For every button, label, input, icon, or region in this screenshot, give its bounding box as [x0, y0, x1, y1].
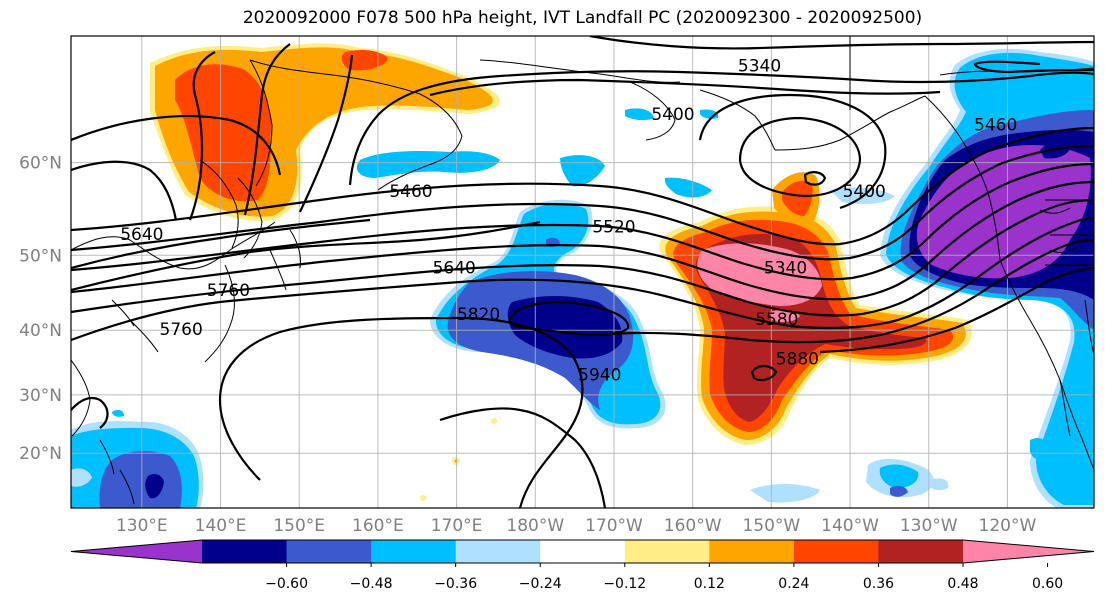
lon-label: 130°W	[900, 516, 958, 536]
lon-label: 180°W	[506, 516, 564, 536]
lon-label: 140°W	[821, 516, 879, 536]
lon-label: 140°E	[195, 516, 247, 536]
lat-label: 30°N	[19, 386, 62, 406]
colorbar-tick-label: 0.36	[863, 576, 894, 592]
colorbar-tick-label: −0.60	[265, 576, 308, 592]
contour-label: 5640	[120, 225, 163, 245]
contour-label: 5400	[843, 182, 886, 202]
ivt-negative-northeast	[880, 48, 1094, 508]
map-content	[71, 36, 1094, 508]
contour-label: 5820	[457, 305, 500, 325]
colorbar-outline	[70, 539, 1095, 564]
contour-label: 5760	[207, 281, 250, 301]
plot-frame	[70, 35, 1095, 509]
contour-label: 5340	[764, 258, 807, 278]
colorbar-segment	[624, 540, 710, 563]
colorbar-tick-label: −0.24	[519, 576, 562, 592]
longitude-labels: 130°E 140°E 150°E 160°E 170°E 180°W 170°W 160°W…	[116, 516, 1037, 536]
colorbar-segment	[878, 540, 964, 563]
lon-label: 160°E	[352, 516, 404, 536]
lat-label: 40°N	[19, 321, 62, 341]
lon-label: 170°W	[585, 516, 643, 536]
map-title: 2020092000 F078 500 hPa height, IVT Land…	[242, 8, 923, 28]
colorbar-tick-label: −0.48	[350, 576, 393, 592]
latitude-labels: 60°N 50°N 40°N 30°N 20°N	[19, 154, 62, 465]
contour-label: 5580	[755, 310, 798, 330]
coastlines	[71, 36, 1094, 505]
colorbar-segment	[202, 540, 288, 563]
colorbar-segment	[286, 540, 372, 563]
lon-label: 120°W	[979, 516, 1037, 536]
contour-label: 5460	[974, 116, 1017, 136]
colorbar-tick-label: −0.36	[434, 576, 477, 592]
colorbar-segment	[371, 540, 457, 563]
colorbar-segment	[455, 540, 541, 563]
ivt-positive-small	[420, 418, 497, 501]
colorbar-extend-low	[71, 540, 202, 563]
contour-label: 5460	[389, 182, 432, 202]
colorbar-tick-label: 0.24	[778, 576, 809, 592]
lon-label: 160°W	[664, 516, 722, 536]
colorbar-segment	[793, 540, 879, 563]
contour-label: 5760	[160, 320, 203, 340]
height-contours	[71, 36, 1094, 508]
ivt-positive-asia	[150, 43, 501, 221]
colorbar-segment	[540, 540, 626, 563]
ivt-negative-southwest	[71, 420, 204, 508]
colorbar: −0.60 −0.48 −0.36 −0.24 −0.12 0.12 0.24 0.36 0.4…	[70, 539, 1095, 592]
colorbar-segment	[709, 540, 795, 563]
colorbar-tick-label: −0.12	[603, 576, 646, 592]
contour-label: 5400	[651, 105, 694, 125]
contour-labels: 5340 5400 5460 5460 5400 5640 5520 5340 5640 5760…	[120, 56, 1017, 385]
colorbar-extend-high	[963, 540, 1094, 563]
contour-label: 5940	[578, 365, 621, 385]
lon-label: 170°E	[431, 516, 483, 536]
lon-label: 130°E	[116, 516, 168, 536]
colorbar-tick-label: 0.12	[694, 576, 725, 592]
contour-label: 5880	[776, 349, 819, 369]
contour-label: 5640	[433, 258, 476, 278]
lat-label: 20°N	[19, 444, 62, 464]
lat-label: 60°N	[19, 154, 62, 174]
lon-label: 150°E	[273, 516, 325, 536]
lon-label: 150°W	[742, 516, 800, 536]
colorbar-tick-label: 0.60	[1032, 576, 1063, 592]
lat-label: 50°N	[19, 246, 62, 266]
contour-label: 5340	[738, 56, 781, 76]
contour-label: 5520	[592, 217, 635, 237]
map-gridlines	[71, 36, 1094, 508]
colorbar-tick-label: 0.48	[947, 576, 978, 592]
